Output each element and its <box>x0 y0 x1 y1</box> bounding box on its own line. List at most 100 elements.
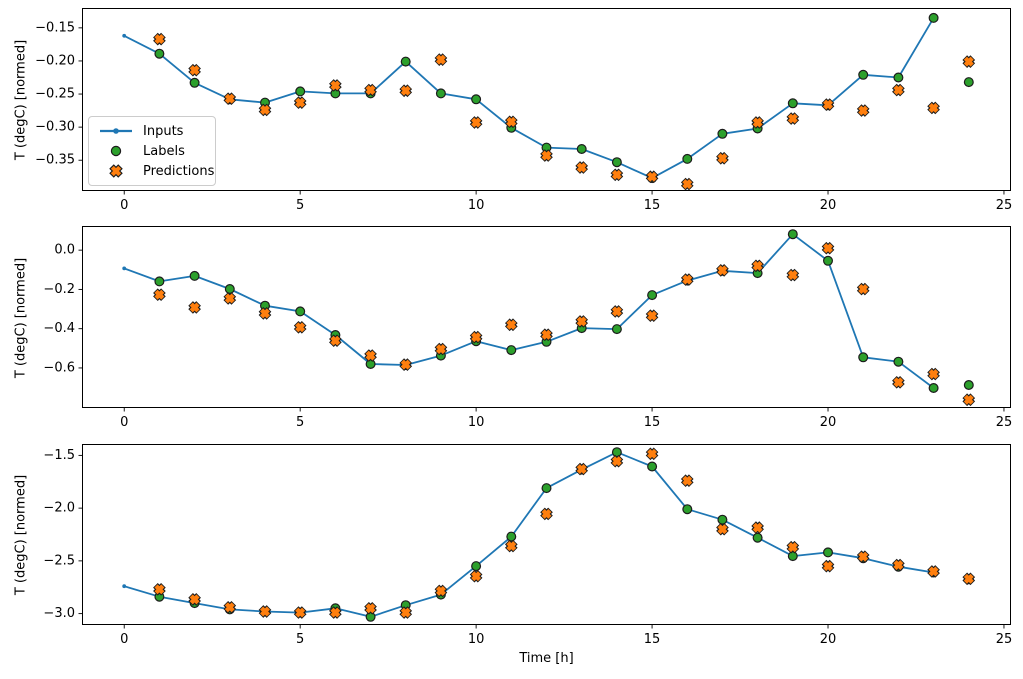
predictions-x-fill <box>471 332 482 343</box>
predictions-x-fill <box>928 566 939 577</box>
predictions-point <box>575 161 589 174</box>
x-tick-label: 0 <box>120 198 128 213</box>
predictions-point <box>329 334 342 347</box>
labels-point <box>717 514 728 525</box>
predictions-point <box>258 307 272 320</box>
labels-point <box>154 276 165 287</box>
predictions-point <box>962 55 976 68</box>
predictions-point <box>329 606 342 619</box>
legend-item-inputs: Inputs <box>97 124 207 139</box>
predictions-point <box>680 474 694 488</box>
x-tick-label: 15 <box>644 415 661 430</box>
labels-point <box>822 255 833 266</box>
predictions-x-fill <box>400 359 411 370</box>
predictions-point <box>821 241 835 255</box>
predictions-x-fill <box>541 329 552 340</box>
subplot-3: 0 5 10 15 20 25 −1.5 −2.0 −2.5 −3.0 <box>43 444 1012 647</box>
predictions-point <box>892 558 905 572</box>
predictions-point <box>856 282 870 296</box>
labels-point <box>506 531 517 542</box>
predictions-x-fill <box>400 85 411 96</box>
y-tick-label: −3.0 <box>43 606 75 621</box>
inputs-line <box>123 451 935 618</box>
labels-point <box>647 461 658 472</box>
predictions-point <box>575 315 589 328</box>
subplot-2: 0 5 10 15 20 25 0.0 −0.2 −0.4 −0.6 <box>43 226 1013 430</box>
x-tick-label: 5 <box>296 632 304 647</box>
labels-point <box>189 77 200 88</box>
predictions-x-fill <box>154 289 165 300</box>
predictions-point <box>962 393 976 407</box>
inputs-line-icon <box>97 124 135 138</box>
y-tick-label: −0.35 <box>35 153 75 168</box>
predictions-x-fill <box>435 344 446 355</box>
labels-point <box>858 352 869 363</box>
predictions-point <box>645 309 659 323</box>
labels-point <box>752 532 763 543</box>
predictions-x-fill <box>823 99 833 110</box>
predictions-x-fill <box>787 113 798 124</box>
predictions-point <box>293 320 307 334</box>
x-tick-label: 25 <box>996 198 1013 213</box>
predictions-x-fill <box>506 541 517 552</box>
predictions-x-fill <box>506 116 517 127</box>
predictions-x-fill <box>963 573 974 584</box>
plot-border <box>82 8 1011 191</box>
predictions-x-fill <box>506 319 517 330</box>
predictions-x-fill <box>858 105 869 116</box>
predictions-x-fill <box>858 551 869 562</box>
x-tick-label: 20 <box>820 198 837 213</box>
predictions-x-fill <box>647 171 658 182</box>
predictions-point <box>927 101 940 115</box>
inputs-point <box>122 584 127 589</box>
predictions-x-fill <box>260 104 270 115</box>
y-tick-label: −2.0 <box>43 501 75 516</box>
predictions-point <box>575 462 589 476</box>
predictions-point <box>188 63 201 77</box>
predictions-x-fill <box>365 603 376 614</box>
predictions-point <box>399 84 413 98</box>
predictions-x-fill <box>576 464 587 475</box>
predictions-x-fill <box>365 350 376 361</box>
predictions-x-fill <box>858 284 869 294</box>
predictions-x-fill <box>189 302 200 313</box>
predictions-point <box>434 342 448 356</box>
predictions-x-fill <box>295 97 306 108</box>
predictions-point <box>293 606 307 619</box>
predictions-x-fill <box>295 322 306 333</box>
labels-point <box>365 359 376 370</box>
predictions-point <box>223 600 237 614</box>
predictions-point <box>153 288 166 302</box>
labels-point <box>541 483 552 494</box>
predictions-x-fill <box>260 606 270 617</box>
labels-point <box>224 284 235 295</box>
predictions-point <box>469 116 483 129</box>
x-tick-label: 15 <box>644 198 661 213</box>
predictions-x-fill <box>189 65 200 76</box>
labels-point <box>611 157 622 168</box>
labels-point <box>682 504 693 515</box>
predictions-point <box>927 565 940 578</box>
predictions-point <box>364 83 377 97</box>
predictions-x-fill <box>787 542 798 553</box>
labels-point <box>822 547 833 558</box>
predictions-x-fill <box>435 54 446 65</box>
labels-point <box>189 270 200 281</box>
x-tick-label: 25 <box>996 415 1013 430</box>
predictions-x-fill <box>823 243 833 254</box>
predictions-x-fill <box>752 260 763 271</box>
predictions-x-fill <box>224 602 235 613</box>
predictions-point <box>610 454 624 468</box>
predictions-x-fill <box>823 561 833 572</box>
labels-point <box>576 144 587 155</box>
predictions-x-fill <box>682 475 693 486</box>
predictions-point <box>223 92 237 106</box>
predictions-x-fill <box>611 306 622 317</box>
predictions-point <box>540 149 553 162</box>
labels-point <box>295 86 306 97</box>
legend-label-predictions: Predictions <box>143 163 215 179</box>
predictions-point <box>680 177 694 191</box>
predictions-x-fill <box>752 522 763 533</box>
